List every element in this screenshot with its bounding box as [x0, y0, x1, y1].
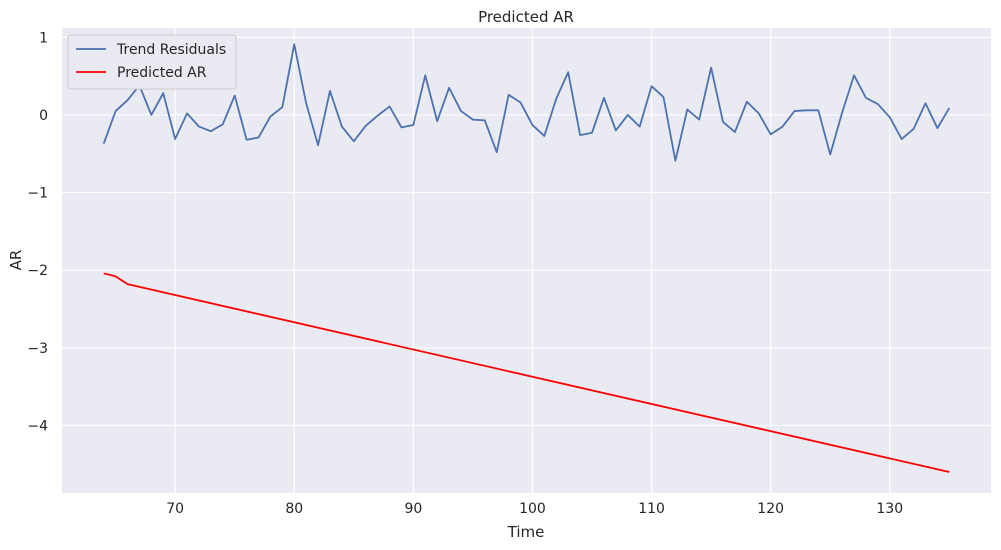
y-axis-title: AR: [7, 250, 25, 271]
y-tick-label-0: 1: [39, 30, 48, 46]
x-tick-label-130: 130: [876, 501, 903, 517]
legend: Trend Residuals Predicted AR: [68, 35, 236, 89]
y-tick-label-3: −2: [27, 263, 48, 279]
y-tick-label-1: 0: [39, 108, 48, 124]
x-tick-label-110: 110: [638, 501, 665, 517]
x-axis-title: Time: [507, 523, 545, 541]
plot-background: [62, 28, 991, 493]
y-tick-label-2: −1: [27, 186, 48, 202]
x-tick-label-120: 120: [757, 501, 784, 517]
x-tick-label-100: 100: [519, 501, 546, 517]
legend-label-trend-residuals: Trend Residuals: [116, 42, 226, 58]
chart-title: Predicted AR: [478, 8, 574, 26]
y-tick-label-4: −3: [27, 341, 48, 357]
legend-label-predicted-ar: Predicted AR: [117, 65, 207, 81]
x-tick-label-70: 70: [166, 501, 184, 517]
x-tick-label-80: 80: [285, 501, 303, 517]
y-tick-label-5: −4: [27, 418, 48, 434]
x-tick-label-90: 90: [404, 501, 422, 517]
